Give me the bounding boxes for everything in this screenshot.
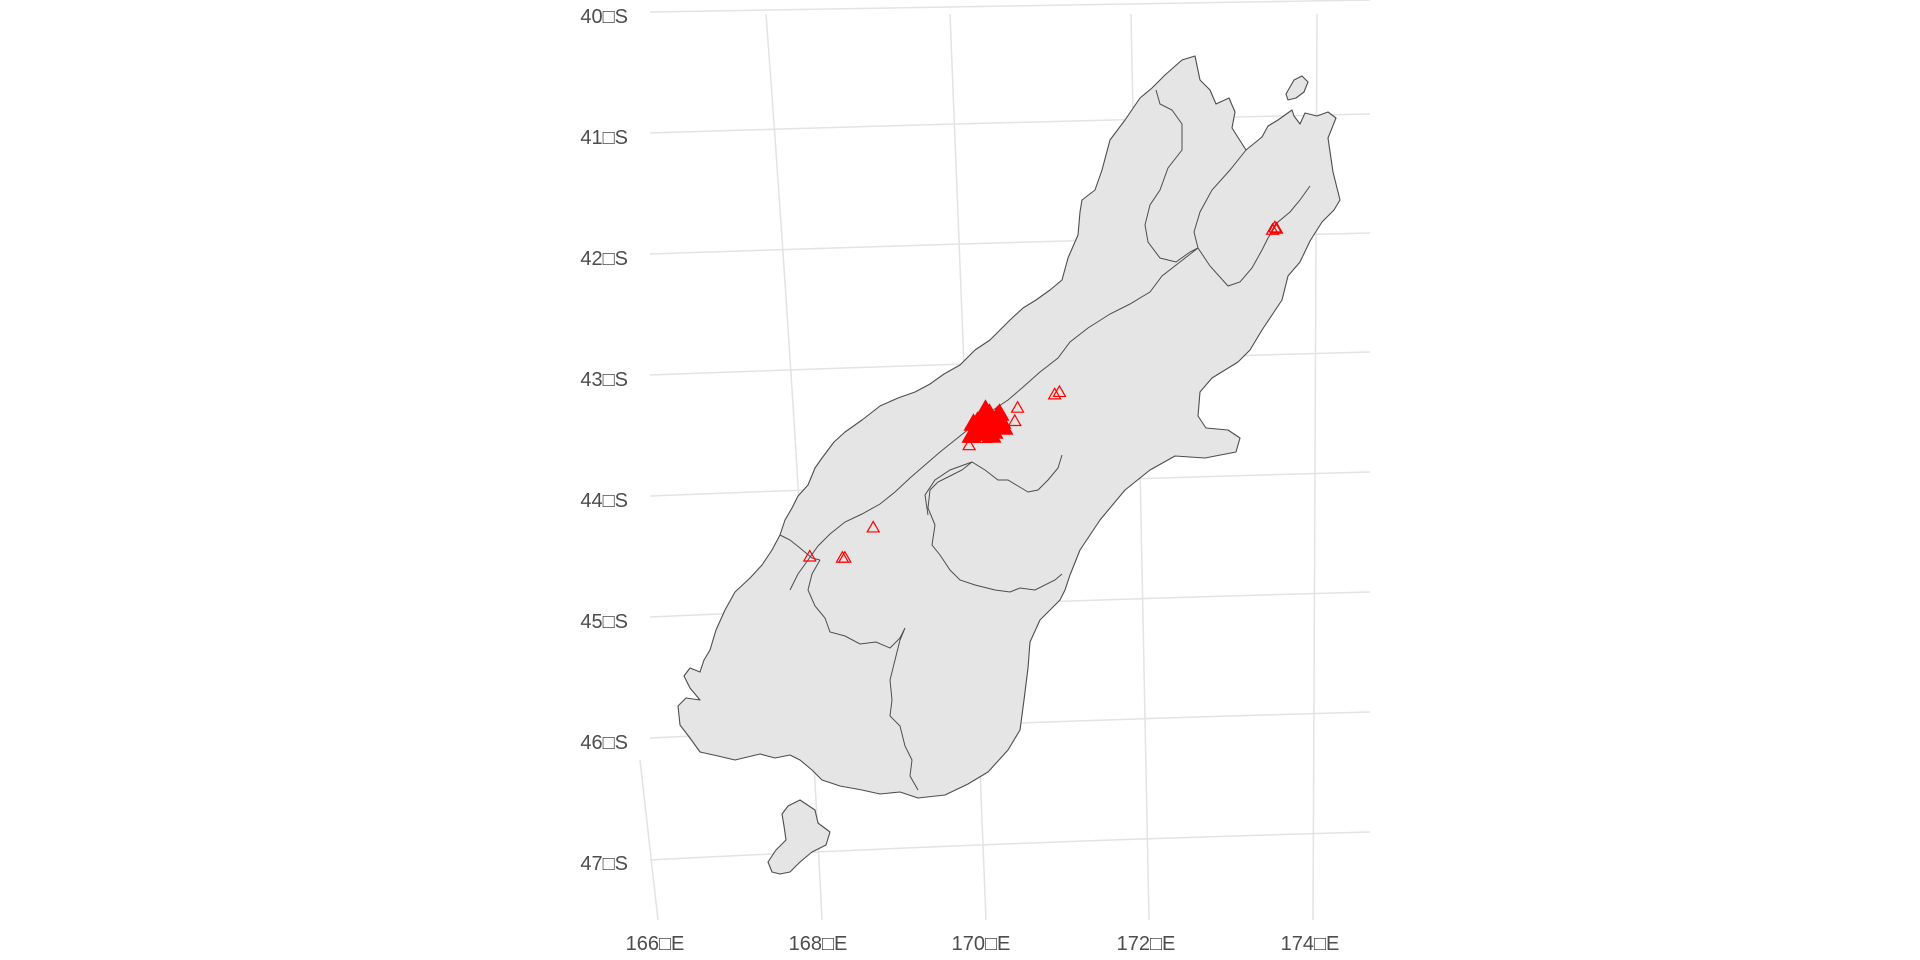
durville-island (1285, 75, 1309, 101)
graticule-line-lat-47 (649, 831, 1371, 861)
earthquake-marker (1007, 413, 1022, 427)
graticule-line-lat-41 (649, 113, 1371, 134)
earthquake-marker (991, 418, 1006, 431)
lon-label-170: 170□E (952, 933, 1011, 955)
lon-label-172: 172□E (1117, 933, 1176, 955)
boundary-marlborough-canterbury (1197, 185, 1311, 287)
boundary-otago-southland (807, 559, 919, 791)
earthquake-marker (1267, 220, 1282, 233)
boundary-westland-otago (924, 461, 973, 516)
earthquake-marker (866, 520, 881, 533)
lon-label-174: 174□E (1281, 933, 1340, 955)
lat-label-44: 44□S (580, 490, 628, 512)
earthquake-marker (1265, 222, 1280, 235)
lat-label-43: 43□S (580, 369, 628, 391)
earthquake-marker (962, 437, 977, 451)
lon-label-166: 166□E (626, 933, 685, 955)
lat-label-47: 47□S (580, 853, 628, 875)
cluster-marker (975, 399, 996, 417)
lon-label-168: 168□E (789, 933, 848, 955)
earthquake-marker (1047, 387, 1062, 400)
marker-layer (802, 220, 1284, 563)
boundary-nelson-marlborough (1193, 149, 1247, 249)
lat-label-42: 42□S (580, 248, 628, 270)
earthquake-marker (978, 430, 993, 444)
lat-label-45: 45□S (580, 611, 628, 633)
earthquake-marker (983, 425, 998, 439)
lat-axis: 40□S 41□S 42□S 43□S 44□S 45□S 46□S 47□S (580, 6, 628, 875)
earthquake-marker (802, 549, 817, 562)
lat-label-46: 46□S (580, 732, 628, 754)
boundary-tasman-nelson (1144, 89, 1199, 263)
lat-label-41: 41□S (580, 127, 628, 149)
earthquake-marker (1010, 400, 1025, 413)
graticule-line-lon-166 (639, 759, 659, 921)
lon-axis: 166□E 168□E 170□E 172□E 174□E (626, 933, 1340, 955)
lat-label-40: 40□S (580, 6, 628, 28)
earthquake-marker (1269, 221, 1284, 234)
earthquake-marker (835, 550, 850, 563)
graticule-line-lat-40 (649, 0, 1371, 13)
earthquake-marker (964, 430, 979, 444)
boundary-canterbury-otago (927, 454, 1063, 593)
stewart-island (767, 799, 831, 875)
graticule-line-lon-168 (765, 13, 823, 921)
